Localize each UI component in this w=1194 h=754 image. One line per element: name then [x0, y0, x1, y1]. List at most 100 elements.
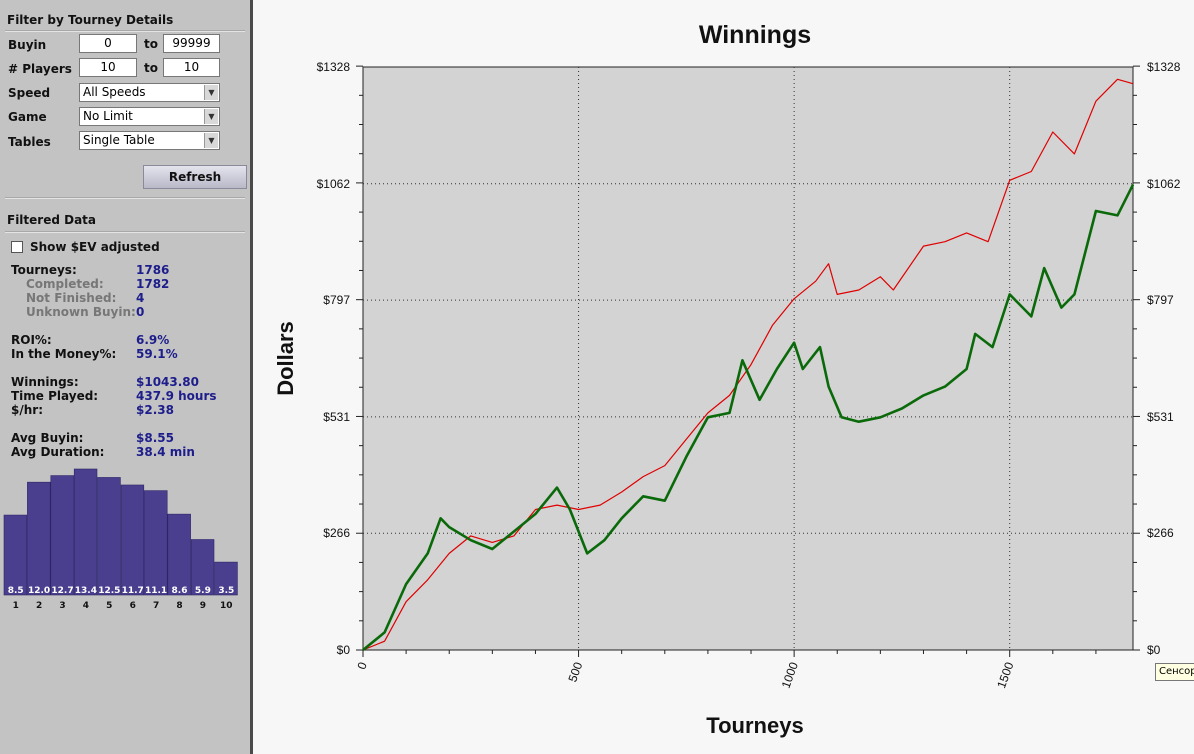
time-played-value: 437.9 hours — [136, 389, 217, 403]
histogram-bar — [190, 539, 215, 596]
unknown-buyin-value: 0 — [136, 305, 145, 319]
y-tick-label-right: $531 — [1147, 410, 1174, 424]
divider — [5, 231, 245, 233]
roi-value: 6.9% — [136, 333, 170, 347]
roi-label: ROI%: — [11, 333, 52, 347]
histogram-bar — [3, 514, 28, 596]
histogram-bar-label: 11.1 — [145, 586, 167, 596]
show-ev-checkbox[interactable] — [11, 241, 23, 253]
y-tick-label: $1062 — [317, 177, 351, 191]
winnings-value: $1043.80 — [136, 375, 200, 389]
divider — [5, 30, 245, 32]
speed-dropdown[interactable]: All Speeds ▼ — [79, 83, 220, 102]
x-tick-label: 500 — [565, 660, 585, 684]
histogram-category-label: 8 — [176, 601, 182, 611]
filtered-section-title: Filtered Data — [7, 213, 97, 227]
histogram-bar-label: 5.9 — [195, 586, 211, 596]
y-tick-label-right: $797 — [1147, 293, 1174, 307]
y-tick-label-right: $1328 — [1147, 60, 1181, 74]
chevron-down-icon: ▼ — [204, 133, 218, 148]
histogram-category-label: 10 — [220, 601, 233, 611]
game-label: Game — [8, 110, 47, 124]
tourneys-label: Tourneys: — [11, 263, 77, 277]
buyin-min-field[interactable]: 0 — [79, 34, 137, 53]
show-ev-label: Show $EV adjusted — [30, 240, 160, 254]
not-finished-value: 4 — [136, 291, 145, 305]
histogram-bar-label: 12.7 — [51, 586, 73, 596]
histogram-bar — [214, 561, 238, 596]
y-tick-label-right: $1062 — [1147, 177, 1181, 191]
chart-panel: $0 $0 $266 $266 $531 $531 $797 $797 $1062 $1062 $1… — [250, 0, 1194, 754]
histogram-category-label: 5 — [106, 601, 112, 611]
players-to-label: to — [144, 61, 158, 75]
tables-value: Single Table — [83, 133, 155, 147]
x-tick-label: 1000 — [779, 660, 801, 690]
histogram-bar-label: 11.7 — [122, 586, 144, 596]
histogram-category-label: 4 — [83, 601, 89, 611]
y-tick-label: $266 — [323, 526, 350, 540]
histogram-bar-label: 8.6 — [172, 586, 188, 596]
histogram-bar — [50, 475, 74, 596]
histogram-bar — [167, 513, 191, 596]
game-dropdown[interactable]: No Limit ▼ — [79, 107, 220, 126]
y-tick-label: $797 — [323, 293, 350, 307]
unknown-buyin-label: Unknown Buyin: — [26, 305, 136, 319]
time-played-label: Time Played: — [11, 389, 99, 403]
y-tick-label: $0 — [337, 643, 351, 657]
buyin-label: Buyin — [8, 38, 47, 52]
buyin-max-field[interactable]: 99999 — [163, 34, 220, 53]
speed-label: Speed — [8, 86, 51, 100]
tooltip: Сенсор — [1155, 663, 1194, 681]
plot-area — [362, 66, 1134, 651]
y-tick-label: $1328 — [317, 60, 351, 74]
histogram-bar — [144, 490, 168, 596]
per-hour-label: $/hr: — [11, 403, 43, 417]
y-axis-label: Dollars — [273, 321, 298, 396]
tables-label: Tables — [8, 135, 51, 149]
histogram-category-label: 1 — [13, 601, 19, 611]
histogram-bar-label: 8.5 — [8, 586, 24, 596]
filter-panel: Filter by Tourney Details Buyin 0 to 999… — [0, 0, 250, 754]
histogram-bar — [120, 484, 145, 596]
y-tick-label-right: $0 — [1147, 643, 1161, 657]
histogram-bar-label: 12.0 — [28, 586, 50, 596]
divider — [5, 197, 245, 199]
avg-buyin-value: $8.55 — [136, 431, 174, 445]
histogram-bar-label: 13.4 — [75, 586, 97, 596]
histogram-bar-label: 12.5 — [98, 586, 120, 596]
chevron-down-icon: ▼ — [204, 109, 218, 124]
winnings-chart: $0 $0 $266 $266 $531 $531 $797 $797 $1062 $1062 $1… — [273, 21, 1181, 738]
tourneys-value: 1786 — [136, 263, 170, 277]
histogram-bar — [73, 468, 98, 596]
chevron-down-icon: ▼ — [204, 85, 218, 100]
winnings-label: Winnings: — [11, 375, 79, 389]
histogram-category-label: 9 — [200, 601, 206, 611]
avg-duration-value: 38.4 min — [136, 445, 195, 459]
histogram-category-label: 6 — [130, 601, 136, 611]
series-line-red — [362, 78, 1134, 651]
histogram-category-label: 2 — [36, 601, 42, 611]
filter-section-title: Filter by Tourney Details — [7, 13, 174, 27]
chart-title: Winnings — [699, 21, 811, 49]
avg-duration-label: Avg Duration: — [11, 445, 105, 459]
per-hour-value: $2.38 — [136, 403, 174, 417]
x-tick-label: 0 — [354, 660, 370, 671]
histogram-category-label: 3 — [59, 601, 65, 611]
histogram-category-label: 7 — [153, 601, 159, 611]
y-tick-label: $531 — [323, 410, 350, 424]
players-min-field[interactable]: 10 — [79, 58, 137, 77]
itm-value: 59.1% — [136, 347, 178, 361]
y-tick-label-right: $266 — [1147, 526, 1174, 540]
players-label: # Players — [8, 62, 72, 76]
x-axis-label: Tourneys — [706, 713, 803, 738]
histogram-bar — [97, 477, 121, 596]
histogram-bar-label: 3.5 — [218, 586, 234, 596]
buyin-to-label: to — [144, 37, 158, 51]
itm-label: In the Money%: — [11, 347, 117, 361]
finish-position-histogram: 8.5 1 12.0 2 12.7 3 13.4 4 12.5 5 11.7 6 11.1 7 8.6 8 5.… — [3, 468, 238, 611]
tables-dropdown[interactable]: Single Table ▼ — [79, 131, 220, 150]
speed-value: All Speeds — [83, 85, 146, 99]
x-tick-label: 1500 — [994, 660, 1016, 690]
players-max-field[interactable]: 10 — [163, 58, 220, 77]
refresh-button[interactable]: Refresh — [143, 165, 247, 189]
